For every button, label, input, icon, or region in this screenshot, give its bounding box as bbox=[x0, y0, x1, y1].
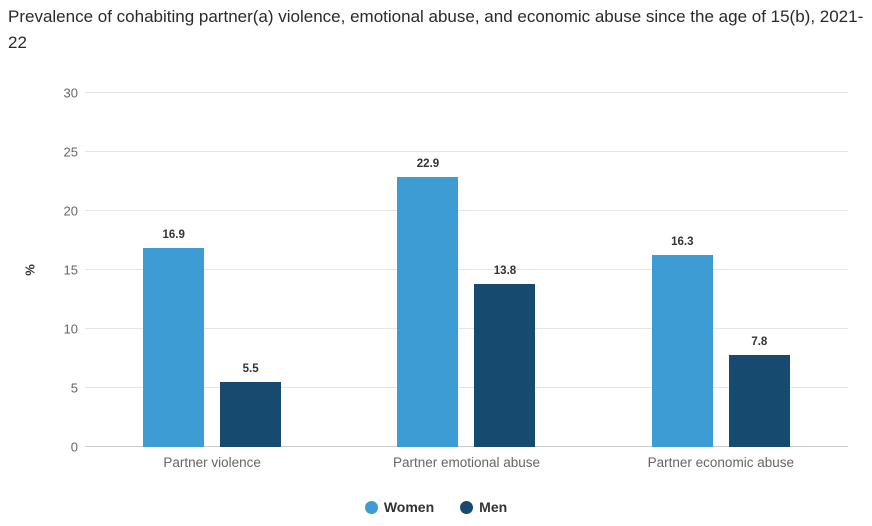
x-category-label: Partner economic abuse bbox=[647, 455, 794, 470]
bar-value-label: 16.9 bbox=[162, 228, 185, 241]
x-axis-category-labels: Partner violence Partner emotional abuse P… bbox=[85, 455, 848, 475]
y-tick-label: 15 bbox=[63, 262, 78, 278]
legend-label: Men bbox=[479, 499, 508, 515]
gridline bbox=[85, 151, 848, 152]
bar-value-label: 13.8 bbox=[493, 265, 517, 278]
bar-group: 22.9 13.8 bbox=[339, 93, 593, 447]
bar-men-1[interactable]: 5.5 bbox=[220, 363, 282, 447]
gridline bbox=[85, 210, 848, 211]
gridline bbox=[85, 328, 848, 329]
bar-value-label: 7.8 bbox=[751, 335, 768, 348]
bar-value-label: 16.3 bbox=[671, 235, 694, 248]
x-axis-line bbox=[85, 446, 848, 447]
bar-value-label: 5.5 bbox=[242, 363, 259, 376]
chart-title: Prevalence of cohabiting partner(a) viol… bbox=[8, 7, 864, 53]
bar-women-1[interactable]: 16.9 bbox=[143, 229, 205, 447]
x-category-label: Partner violence bbox=[163, 455, 261, 470]
y-tick-label: 30 bbox=[63, 85, 78, 101]
y-tick-label: 25 bbox=[63, 144, 78, 160]
x-category-label: Partner emotional abuse bbox=[392, 455, 541, 470]
bar-women-3[interactable]: 16.3 bbox=[651, 236, 713, 447]
bar-men-2[interactable]: 13.8 bbox=[474, 265, 536, 447]
y-tick-label: 20 bbox=[63, 203, 78, 219]
bar-group: 16.3 7.8 bbox=[594, 93, 848, 447]
legend-label: Women bbox=[383, 499, 435, 515]
gridline bbox=[85, 269, 848, 270]
legend-marker-icon bbox=[364, 500, 378, 514]
y-tick-label: 10 bbox=[63, 321, 78, 337]
gridline bbox=[85, 387, 848, 388]
bar-group: 16.9 5.5 bbox=[85, 93, 339, 447]
legend-item-women[interactable]: Women bbox=[364, 499, 435, 515]
bar-men-3[interactable]: 7.8 bbox=[728, 336, 790, 447]
legend-marker-icon bbox=[460, 500, 474, 514]
legend-item-men[interactable]: Men bbox=[460, 499, 507, 515]
y-tick-label: 0 bbox=[70, 439, 78, 455]
y-axis-tick-labels: 0 5 10 15 20 25 30 bbox=[0, 86, 78, 455]
bar-women-2[interactable]: 22.9 bbox=[397, 158, 459, 447]
plot-area: 16.9 5.5 22.9 13.8 16.3 7.8 bbox=[85, 92, 848, 447]
y-tick-label: 5 bbox=[70, 380, 78, 396]
bar-value-label: 22.9 bbox=[416, 157, 440, 170]
gridline bbox=[85, 92, 848, 93]
legend: Women Men bbox=[0, 499, 872, 515]
